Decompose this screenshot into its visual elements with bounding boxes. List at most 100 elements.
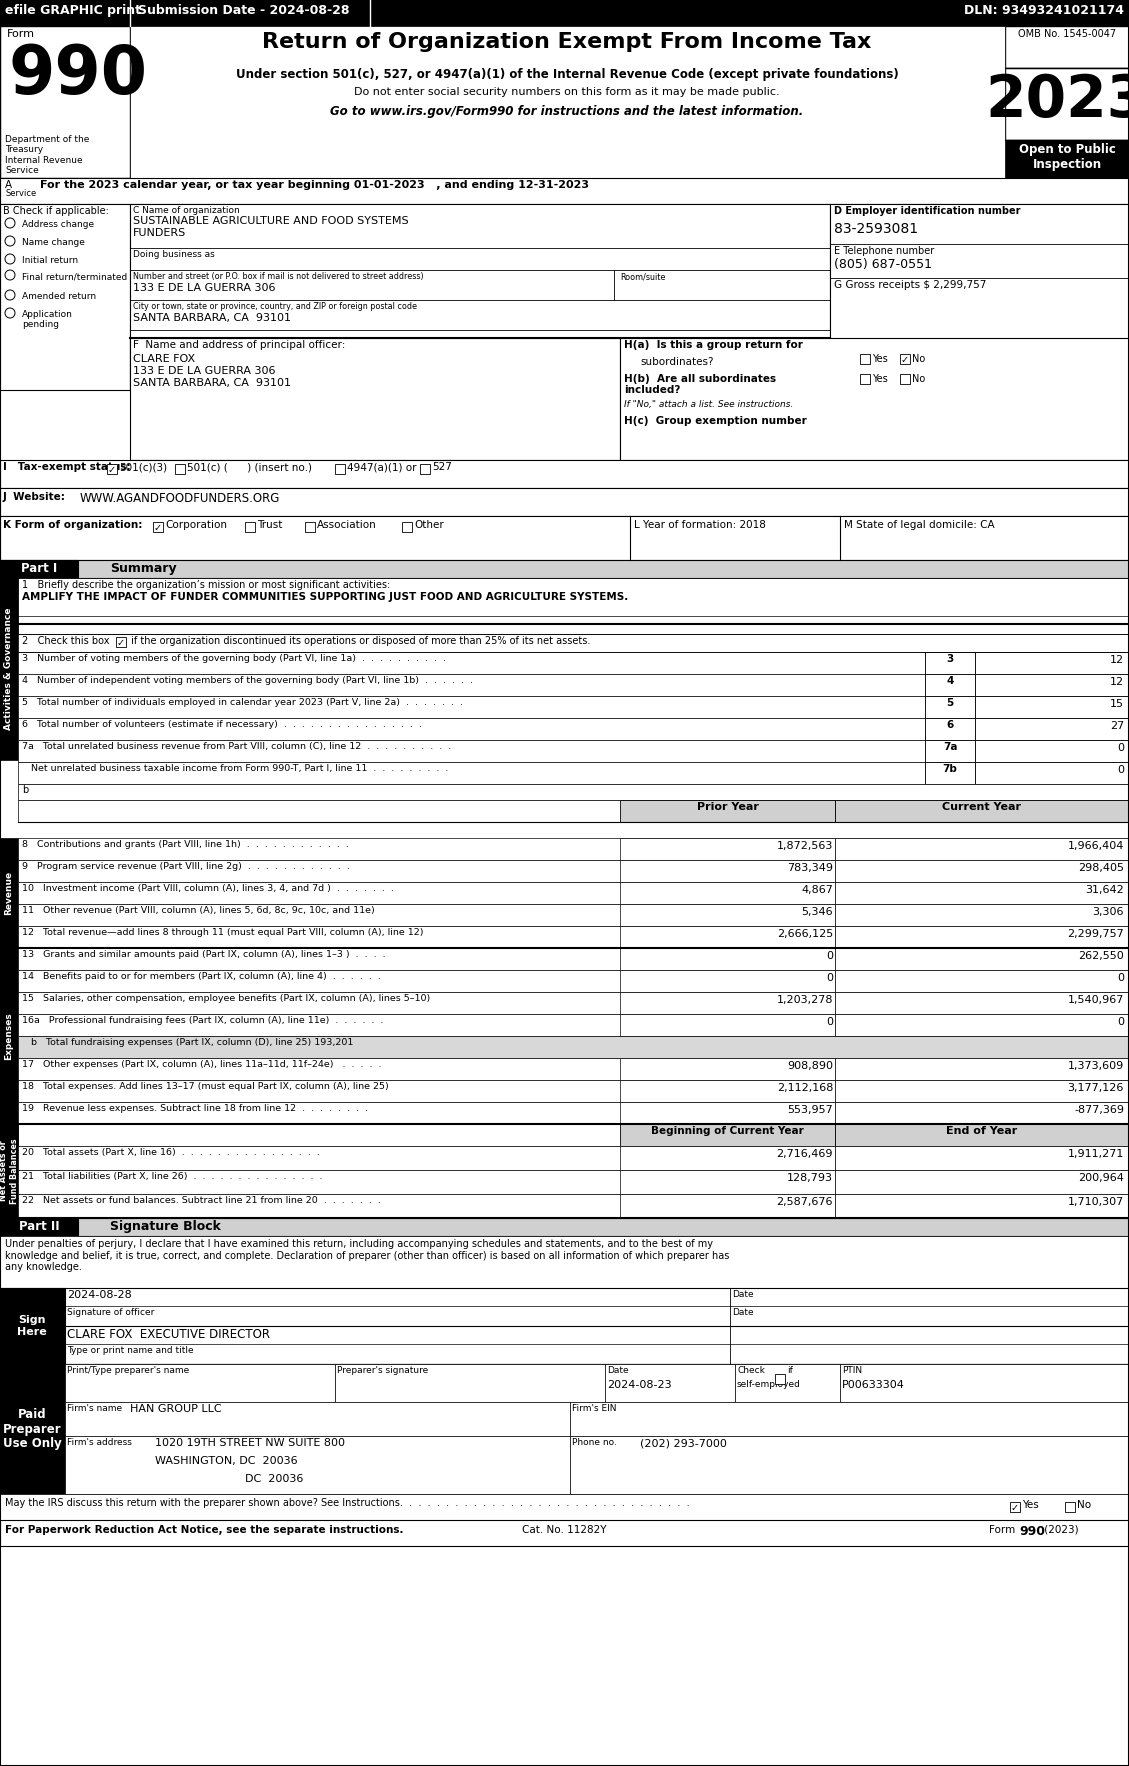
Text: 2,112,168: 2,112,168: [777, 1083, 833, 1093]
Text: 1   Briefly describe the organization’s mission or most significant activities:: 1 Briefly describe the organization’s mi…: [21, 579, 391, 590]
Bar: [18, 1171, 1129, 1194]
Bar: [620, 800, 835, 821]
Text: Expenses: Expenses: [5, 1012, 14, 1060]
Text: Application
pending: Application pending: [21, 311, 73, 330]
Bar: [620, 1014, 835, 1037]
Bar: [620, 337, 1129, 459]
Text: Go to www.irs.gov/Form990 for instructions and the latest information.: Go to www.irs.gov/Form990 for instructio…: [331, 104, 804, 118]
Bar: [18, 1014, 1129, 1037]
Bar: [402, 523, 412, 532]
Text: No: No: [912, 374, 926, 383]
Text: 2,299,757: 2,299,757: [1067, 929, 1124, 940]
Bar: [18, 577, 1129, 634]
Bar: [245, 523, 255, 532]
Text: B Check if applicable:: B Check if applicable:: [3, 207, 108, 215]
Text: 14   Benefits paid to or for members (Part IX, column (A), line 4)  .  .  .  .  : 14 Benefits paid to or for members (Part…: [21, 971, 380, 980]
Text: End of Year: End of Year: [946, 1127, 1017, 1136]
Bar: [975, 652, 1129, 675]
Text: subordinates?: subordinates?: [640, 357, 714, 367]
Text: Paid
Preparer
Use Only: Paid Preparer Use Only: [2, 1408, 61, 1450]
Text: Firm's name: Firm's name: [67, 1404, 122, 1413]
Bar: [620, 992, 835, 1014]
Bar: [735, 1363, 840, 1402]
Text: 553,957: 553,957: [787, 1106, 833, 1114]
Bar: [0, 1521, 1129, 1545]
Text: Summary: Summary: [110, 562, 176, 576]
Text: (805) 687-0551: (805) 687-0551: [834, 258, 933, 270]
Text: Type or print name and title: Type or print name and title: [67, 1346, 194, 1355]
Bar: [18, 904, 1129, 925]
Text: (2023): (2023): [1041, 1526, 1078, 1535]
Text: Do not enter social security numbers on this form as it may be made public.: Do not enter social security numbers on …: [355, 87, 780, 97]
Bar: [620, 1058, 835, 1081]
Text: City or town, state or province, country, and ZIP or foreign postal code: City or town, state or province, country…: [133, 302, 417, 311]
Bar: [18, 719, 925, 740]
Bar: [18, 1102, 1129, 1123]
Bar: [107, 464, 117, 473]
Bar: [830, 205, 1129, 390]
Text: Date: Date: [607, 1365, 629, 1376]
Bar: [570, 1402, 1129, 1436]
Text: 17   Other expenses (Part IX, column (A), lines 11a–11d, 11f–24e)   .  .  .  .  : 17 Other expenses (Part IX, column (A), …: [21, 1060, 382, 1068]
Text: 501(c)(3): 501(c)(3): [119, 463, 167, 472]
Bar: [835, 970, 1129, 992]
Bar: [605, 1363, 735, 1402]
Bar: [925, 740, 975, 761]
Bar: [335, 464, 345, 473]
Text: 5   Total number of individuals employed in calendar year 2023 (Part V, line 2a): 5 Total number of individuals employed i…: [21, 698, 463, 706]
Text: Prior Year: Prior Year: [697, 802, 759, 812]
Text: F  Name and address of principal officer:: F Name and address of principal officer:: [133, 341, 345, 350]
Text: 1,872,563: 1,872,563: [777, 841, 833, 851]
Bar: [0, 205, 130, 390]
Bar: [0, 1363, 65, 1494]
Text: 21   Total liabilities (Part X, line 26)  .  .  .  .  .  .  .  .  .  .  .  .  . : 21 Total liabilities (Part X, line 26) .…: [21, 1173, 323, 1181]
Text: -877,369: -877,369: [1074, 1106, 1124, 1114]
Bar: [975, 761, 1129, 784]
Bar: [620, 1102, 835, 1123]
Bar: [925, 675, 975, 696]
Bar: [18, 675, 925, 696]
Text: 19   Revenue less expenses. Subtract line 18 from line 12  .  .  .  .  .  .  .  : 19 Revenue less expenses. Subtract line …: [21, 1104, 368, 1113]
Text: 0: 0: [826, 1017, 833, 1028]
Text: 990: 990: [8, 42, 147, 108]
Text: 2,716,469: 2,716,469: [777, 1150, 833, 1158]
Bar: [835, 904, 1129, 925]
Text: 298,405: 298,405: [1078, 864, 1124, 872]
Bar: [1005, 26, 1129, 178]
Text: ✓: ✓: [1010, 1503, 1019, 1513]
Bar: [835, 1014, 1129, 1037]
Text: 133 E DE LA GUERRA 306: 133 E DE LA GUERRA 306: [133, 366, 275, 376]
Bar: [0, 1287, 65, 1363]
Text: Submission Date - 2024-08-28: Submission Date - 2024-08-28: [138, 4, 350, 18]
Text: Return of Organization Exempt From Income Tax: Return of Organization Exempt From Incom…: [262, 32, 872, 51]
Bar: [0, 459, 1129, 487]
Bar: [0, 1123, 18, 1219]
Text: OMB No. 1545-0047: OMB No. 1545-0047: [1018, 28, 1117, 39]
Text: 2023: 2023: [986, 72, 1129, 129]
Text: Corporation: Corporation: [165, 519, 227, 530]
Bar: [0, 1219, 78, 1236]
Text: WWW.AGANDFOODFUNDERS.ORG: WWW.AGANDFOODFUNDERS.ORG: [80, 493, 280, 505]
Text: H(a)  Is this a group return for: H(a) Is this a group return for: [624, 341, 803, 350]
Bar: [18, 696, 925, 719]
Bar: [18, 1146, 1129, 1171]
Bar: [154, 523, 163, 532]
Text: 0: 0: [1117, 743, 1124, 752]
Text: CLARE FOX: CLARE FOX: [133, 353, 195, 364]
Bar: [620, 904, 835, 925]
Bar: [18, 992, 1129, 1014]
Text: 2   Check this box: 2 Check this box: [21, 636, 110, 646]
Text: 4   Number of independent voting members of the governing body (Part VI, line 1b: 4 Number of independent voting members o…: [21, 676, 473, 685]
Bar: [975, 696, 1129, 719]
Bar: [835, 992, 1129, 1014]
Bar: [335, 1363, 605, 1402]
Bar: [975, 719, 1129, 740]
Text: Amended return: Amended return: [21, 291, 96, 300]
Text: self-employed: self-employed: [737, 1379, 800, 1390]
Text: Current Year: Current Year: [943, 802, 1022, 812]
Text: Trust: Trust: [257, 519, 282, 530]
Text: For Paperwork Reduction Act Notice, see the separate instructions.: For Paperwork Reduction Act Notice, see …: [5, 1526, 403, 1535]
Bar: [18, 761, 925, 784]
Text: 1,710,307: 1,710,307: [1068, 1197, 1124, 1206]
Bar: [860, 353, 870, 364]
